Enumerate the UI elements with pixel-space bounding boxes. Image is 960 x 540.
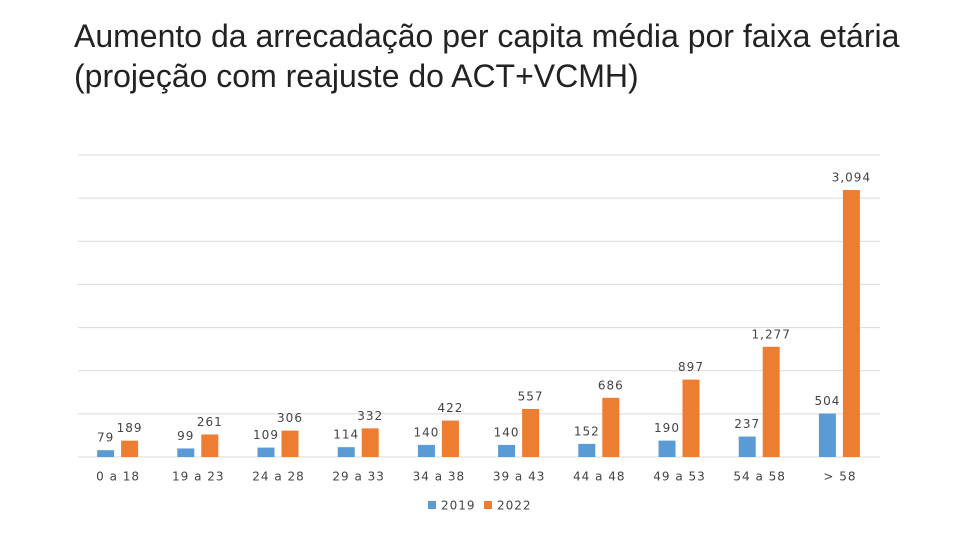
data-label: 332 <box>357 409 383 423</box>
bar <box>522 408 540 457</box>
data-label: 140 <box>494 425 520 439</box>
x-tick-label: 54 a 58 <box>733 470 786 484</box>
bar <box>177 448 195 457</box>
x-tick-label: 44 a 48 <box>573 470 626 484</box>
bar <box>818 413 836 457</box>
legend-label: 2019 <box>441 499 476 513</box>
data-label: 261 <box>197 415 223 429</box>
x-tick-label: 34 a 38 <box>413 470 466 484</box>
bar <box>658 440 676 457</box>
bar <box>121 440 139 457</box>
data-label: 190 <box>654 421 680 435</box>
bar <box>97 450 115 457</box>
bar <box>257 447 275 457</box>
x-tick-label: 29 a 33 <box>332 470 385 484</box>
bar <box>441 420 459 457</box>
data-label: 237 <box>734 417 760 431</box>
data-label: 152 <box>574 424 600 438</box>
bar <box>738 436 756 457</box>
bar <box>762 346 780 457</box>
bar <box>602 397 620 457</box>
bar <box>682 379 700 457</box>
data-label: 189 <box>117 421 143 435</box>
x-tick-label: 39 a 43 <box>493 470 546 484</box>
data-label: 422 <box>437 401 463 415</box>
data-label: 686 <box>598 378 624 392</box>
data-label: 557 <box>518 389 544 403</box>
bar <box>337 447 355 457</box>
bar <box>842 190 860 458</box>
data-label: 3,094 <box>832 171 871 185</box>
bar <box>281 430 299 457</box>
x-tick-label: 49 a 53 <box>653 470 706 484</box>
x-tick-label: 24 a 28 <box>252 470 305 484</box>
legend-swatch <box>484 501 492 509</box>
x-tick-label: 0 a 18 <box>96 470 140 484</box>
data-label: 1,277 <box>752 327 791 341</box>
chart-title: Aumento da arrecadação per capita média … <box>74 18 900 94</box>
legend-label: 2022 <box>497 499 532 513</box>
x-tick-label: > 58 <box>823 470 856 484</box>
data-label: 114 <box>333 428 359 442</box>
data-label: 79 <box>97 431 114 445</box>
data-label: 109 <box>253 428 279 442</box>
data-label: 99 <box>177 429 194 443</box>
bar <box>361 428 379 457</box>
bar <box>417 444 435 457</box>
x-tick-label: 19 a 23 <box>172 470 225 484</box>
bar <box>498 444 516 457</box>
bar <box>578 443 596 457</box>
data-label: 897 <box>678 360 704 374</box>
data-label: 504 <box>814 394 840 408</box>
bar <box>201 434 219 457</box>
legend-swatch <box>428 501 436 509</box>
data-label: 140 <box>413 425 439 439</box>
data-label: 306 <box>277 411 303 425</box>
